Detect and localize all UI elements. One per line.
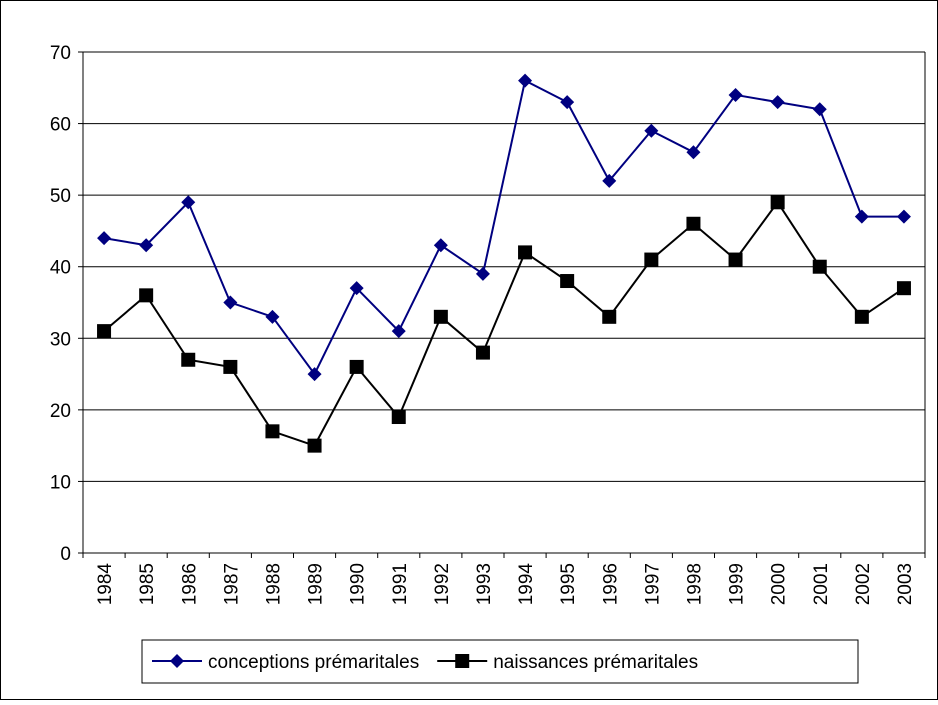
point	[307, 438, 322, 453]
y-tick-label: 30	[50, 329, 71, 350]
point	[728, 87, 743, 102]
x-tick-label: 1988	[263, 563, 284, 605]
x-tick-label: 1999	[727, 563, 748, 605]
x-tick-label: 2003	[895, 563, 916, 605]
legend-label: naissances prémaritales	[493, 652, 698, 673]
y-tick-label: 50	[50, 186, 71, 207]
point	[602, 173, 617, 188]
series-line	[103, 200, 905, 447]
point	[265, 424, 280, 439]
point	[475, 266, 490, 281]
x-tick-label: 2001	[811, 563, 832, 605]
point	[475, 345, 490, 360]
y-tick-label: 20	[50, 401, 71, 422]
point	[391, 410, 406, 425]
x-tick-label: 1989	[306, 563, 327, 605]
point	[770, 95, 785, 110]
x-tick-label: 1987	[221, 563, 242, 605]
x-tick-label: 1992	[432, 563, 453, 605]
y-tick-label: 60	[50, 115, 71, 136]
y-tick-label: 0	[60, 544, 71, 565]
legend-box	[141, 639, 859, 684]
legend-label: conceptions prémaritales	[208, 652, 419, 673]
point	[686, 145, 701, 160]
x-tick-label: 1993	[474, 563, 495, 605]
point	[854, 309, 869, 324]
point	[170, 654, 184, 668]
point	[644, 252, 659, 267]
point	[139, 288, 154, 303]
legend: conceptions prémaritales naissances préma…	[141, 639, 859, 684]
point	[97, 324, 112, 339]
y-tick-label: 10	[50, 472, 71, 493]
x-tick-label: 1991	[390, 563, 411, 605]
y-tick-label: 70	[50, 43, 71, 64]
point	[812, 102, 827, 117]
point	[728, 252, 743, 267]
point	[433, 309, 448, 324]
point	[181, 195, 196, 210]
point	[265, 309, 280, 324]
point	[433, 238, 448, 253]
point	[349, 281, 364, 296]
x-tick-label: 1994	[516, 563, 537, 606]
x-tick-label: 2002	[853, 563, 874, 605]
point	[644, 123, 659, 138]
point	[455, 654, 470, 668]
x-tick-label: 1985	[137, 563, 158, 605]
point	[896, 281, 911, 296]
point	[686, 216, 701, 231]
x-tick-label: 1984	[95, 563, 116, 606]
x-tick-label: 1998	[684, 563, 705, 605]
series-line	[103, 79, 904, 376]
point	[307, 367, 322, 382]
point	[518, 73, 533, 88]
x-tick-label: 1995	[558, 563, 579, 605]
point	[223, 295, 238, 310]
point	[97, 231, 112, 246]
x-tick-label: 1986	[179, 563, 200, 605]
point	[896, 209, 911, 224]
point	[518, 245, 533, 260]
x-tick-label: 1997	[642, 563, 663, 605]
y-tick-label: 40	[50, 258, 71, 279]
point	[602, 309, 617, 324]
x-tick-label: 1996	[600, 563, 621, 605]
point	[770, 195, 785, 210]
point	[854, 209, 869, 224]
point	[139, 238, 154, 253]
point	[181, 352, 196, 367]
point	[560, 274, 575, 289]
point	[223, 359, 238, 374]
point	[391, 324, 406, 339]
point	[560, 95, 575, 110]
x-tick-label: 2000	[769, 563, 790, 605]
x-tick-label: 1990	[348, 563, 369, 605]
point	[812, 259, 827, 274]
point	[349, 359, 364, 374]
